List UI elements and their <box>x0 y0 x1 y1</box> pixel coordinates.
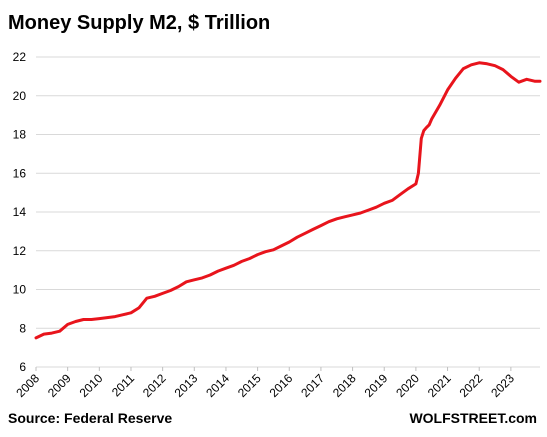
x-tick-label: 2009 <box>45 371 74 400</box>
x-tick-label: 2017 <box>298 371 327 400</box>
x-tick-label: 2019 <box>362 371 391 400</box>
y-tick-label: 20 <box>13 89 27 103</box>
y-tick-label: 10 <box>13 283 27 297</box>
x-tick-label: 2011 <box>109 371 137 399</box>
y-tick-label: 8 <box>19 321 26 335</box>
source-note: Source: Federal Reserve <box>8 410 173 426</box>
gridlines <box>36 56 540 368</box>
x-tick-label: 2012 <box>140 371 169 400</box>
series-layer <box>34 61 542 340</box>
x-tick-label: 2022 <box>457 371 486 400</box>
y-tick-label: 18 <box>13 128 27 142</box>
y-tick-label: 6 <box>19 360 26 374</box>
y-tick-label: 12 <box>13 244 27 258</box>
x-tick-label: 2018 <box>330 371 359 400</box>
brand-label: WOLFSTREET.com <box>409 410 537 426</box>
y-axis-ticks: 6 8 10 12 14 16 18 20 22 <box>13 50 27 374</box>
y-tick-label: 16 <box>13 166 27 180</box>
x-tick-label: 2013 <box>172 371 201 400</box>
x-tick-label: 2015 <box>235 371 264 400</box>
x-tick-label: 2021 <box>425 371 454 400</box>
x-tick-label: 2020 <box>393 371 422 400</box>
x-tick-label: 2016 <box>267 371 296 400</box>
y-tick-label: 22 <box>13 50 27 64</box>
x-tick-label: 2023 <box>488 371 517 400</box>
y-tick-label: 14 <box>13 205 27 219</box>
x-tick-label: 2008 <box>13 371 42 400</box>
x-tick-label: 2014 <box>203 371 232 400</box>
x-tick-label: 2010 <box>77 371 106 400</box>
chart-title: Money Supply M2, $ Trillion <box>8 12 271 34</box>
x-axis-ticks: 2008 2009 2010 2011 2012 2013 2014 2015 2016 2017… <box>13 367 517 400</box>
series-line-0 <box>34 61 542 340</box>
